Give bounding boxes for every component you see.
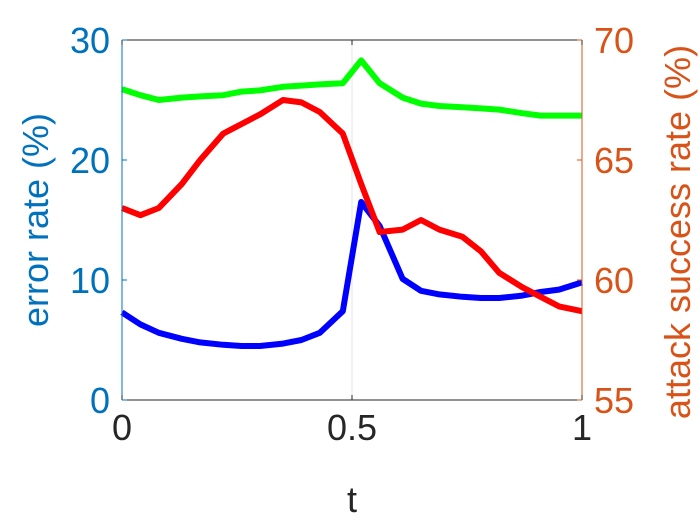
left-y-tick-label: 30 <box>70 20 110 61</box>
x-axis-label: t <box>347 479 357 520</box>
series-layer <box>120 57 583 349</box>
series-line-2 <box>120 97 583 315</box>
right-y-axis-label: attack success rate (%) <box>657 45 698 419</box>
left-y-tick-label: 10 <box>70 260 110 301</box>
right-y-tick-label: 65 <box>594 140 634 181</box>
x-tick-label: 1 <box>572 407 592 448</box>
x-tick-label: 0 <box>112 407 132 448</box>
series-line-1 <box>120 199 583 349</box>
right-y-tick-label: 70 <box>594 20 634 61</box>
left-y-tick-label: 20 <box>70 140 110 181</box>
series-line-3 <box>121 57 582 119</box>
x-tick-label: 0.5 <box>327 407 377 448</box>
left-y-axis-label: error rate (%) <box>15 113 56 327</box>
left-y-tick-label: 0 <box>90 380 110 421</box>
right-y-tick-label: 55 <box>594 380 634 421</box>
right-y-tick-label: 60 <box>594 260 634 301</box>
